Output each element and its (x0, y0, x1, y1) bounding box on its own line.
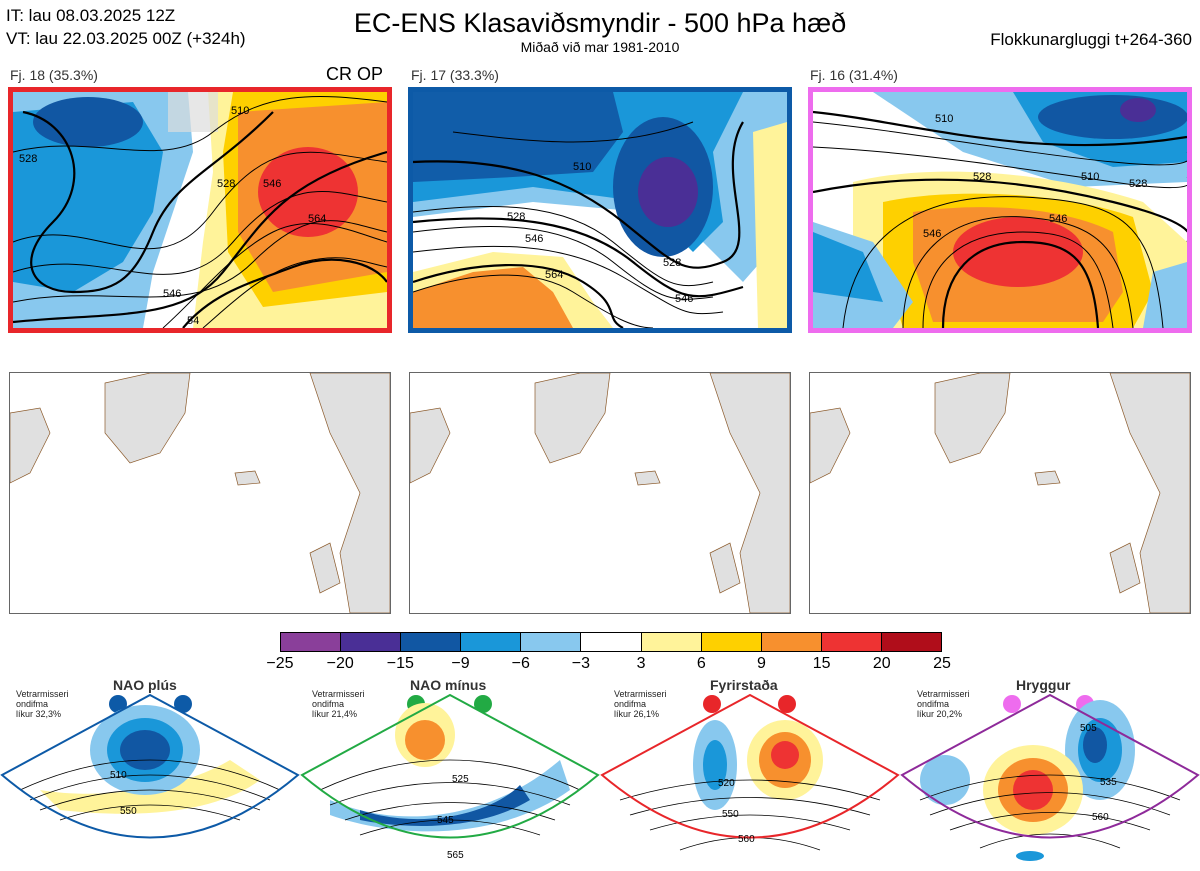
contour-label: 528 (1129, 178, 1147, 190)
page-title: EC-ENS Klasaviðsmyndir - 500 hPa hæð (353, 8, 847, 38)
contour-label: 546 (923, 228, 941, 240)
classification-window: Flokkunargluggi t+264-360 (990, 30, 1192, 49)
contour-label: 528 (507, 211, 525, 223)
colorbar-swatch (701, 633, 762, 651)
panel-1-label: Fj. 18 (35.3%) (10, 67, 98, 83)
regime-3-name: Fyrirstaða (710, 677, 778, 693)
contour-label: 546 (525, 233, 543, 245)
colorbar-tick-label: 3 (636, 655, 646, 672)
colorbar-tick-label: −9 (451, 655, 470, 672)
regime-marker (778, 695, 796, 713)
colorbar-tick-label: 20 (872, 655, 891, 672)
colorbar-tick-label: 25 (933, 655, 951, 672)
land-map-1[interactable] (9, 372, 391, 614)
regime-3-note: Vetrarmisseri ondifma líkur 26,1% (614, 689, 667, 719)
contour-label: 546 (163, 288, 181, 300)
regime-maps: 510 550 525 545 565 520 5 (0, 693, 1200, 861)
regime-4-name: Hryggur (1016, 677, 1071, 693)
colorbar-swatch (641, 633, 702, 651)
colorbar-swatch (881, 633, 942, 651)
contour-label: 510 (573, 161, 591, 173)
colorbar-swatch (581, 633, 642, 651)
contour-label: 528 (973, 171, 991, 183)
colorbar-swatch (461, 633, 522, 651)
page-subtitle: Miðað við mar 1981-2010 (520, 39, 680, 55)
regime-map-ridge[interactable]: 505 535 560 (900, 693, 1200, 861)
contour-label: 550 (722, 809, 739, 820)
contour-label: 510 (231, 105, 249, 117)
contour-label: 520 (718, 778, 735, 789)
colorbar-tick-label: −6 (511, 655, 530, 672)
regime-1-note: Vetrarmisseri ondifma líkur 32,3% (16, 689, 69, 719)
regime-map-nao-plus[interactable]: 510 550 (0, 693, 300, 839)
initial-time: IT: lau 08.03.2025 12Z (6, 6, 176, 25)
contour-label: 564 (308, 213, 326, 225)
contour-label: 546 (1049, 213, 1067, 225)
regime-marker (109, 695, 127, 713)
cluster-map-3[interactable]: 510 528 510 528 546 546 (808, 87, 1192, 333)
regime-map-nao-minus[interactable]: 525 545 565 (300, 693, 600, 861)
colorbar-swatch (761, 633, 822, 651)
regime-map-blocking[interactable]: 520 550 560 (600, 693, 900, 851)
contour-label: 560 (738, 834, 755, 845)
contour-label: 510 (935, 113, 953, 125)
contour-label: 550 (120, 806, 137, 817)
contour-label: 528 (663, 257, 681, 269)
contour-label: 546 (263, 178, 281, 190)
valid-time: VT: lau 22.03.2025 00Z (+324h) (6, 29, 246, 48)
contour-label: 528 (19, 153, 37, 165)
panel-3-label: Fj. 16 (31.4%) (810, 67, 898, 83)
contour-label: 560 (1092, 812, 1109, 823)
regime-marker (474, 695, 492, 713)
contour-label: 510 (1081, 171, 1099, 183)
contour-label: 528 (217, 178, 235, 190)
contour-label: 545 (437, 815, 454, 826)
colorbar-swatch (281, 633, 342, 651)
contour-label: 546 (675, 293, 693, 305)
colorbar-tick-label: −20 (326, 655, 354, 672)
contour-label: 535 (1100, 777, 1117, 788)
colorbar-tick-label: 6 (696, 655, 706, 672)
land-map-3[interactable] (809, 372, 1191, 614)
regime-2-note: Vetrarmisseri ondifma líkur 21,4% (312, 689, 365, 719)
regime-4-note: Vetrarmisseri ondifma líkur 20,2% (917, 689, 970, 719)
regime-marker (703, 695, 721, 713)
cluster-map-1[interactable]: 510 528 528 546 564 546 54 (8, 87, 392, 333)
land-map-2[interactable] (409, 372, 791, 614)
cluster-map-2[interactable]: 510 528 546 564 528 546 (408, 87, 792, 333)
contour-label: 54 (187, 315, 199, 327)
regime-marker (1003, 695, 1021, 713)
contour-label: 505 (1080, 723, 1097, 734)
contour-label: 525 (452, 774, 469, 785)
colorbar-swatch (341, 633, 402, 651)
colorbar-swatch (401, 633, 462, 651)
contour-label: 565 (447, 850, 464, 861)
regime-1-name: NAO plús (113, 677, 177, 693)
colorbar-tick-label: −25 (266, 655, 294, 672)
header-dates: IT: lau 08.03.2025 12Z VT: lau 22.03.202… (6, 4, 246, 50)
regime-2-name: NAO mínus (410, 677, 487, 693)
contour-label: 564 (545, 269, 563, 281)
colorbar-swatch (821, 633, 882, 651)
colorbar-swatch (521, 633, 582, 651)
panel-2-label: Fj. 17 (33.3%) (411, 67, 499, 83)
colorbar (280, 632, 942, 652)
contour-label: 510 (110, 770, 127, 781)
colorbar-tick-label: −15 (386, 655, 414, 672)
colorbar-tick-label: 15 (812, 655, 831, 672)
colorbar-tick-label: −3 (571, 655, 591, 672)
colorbar-tick-label: 9 (757, 655, 766, 672)
regime-marker (174, 695, 192, 713)
panel-1-tag: CR OP (326, 64, 384, 84)
